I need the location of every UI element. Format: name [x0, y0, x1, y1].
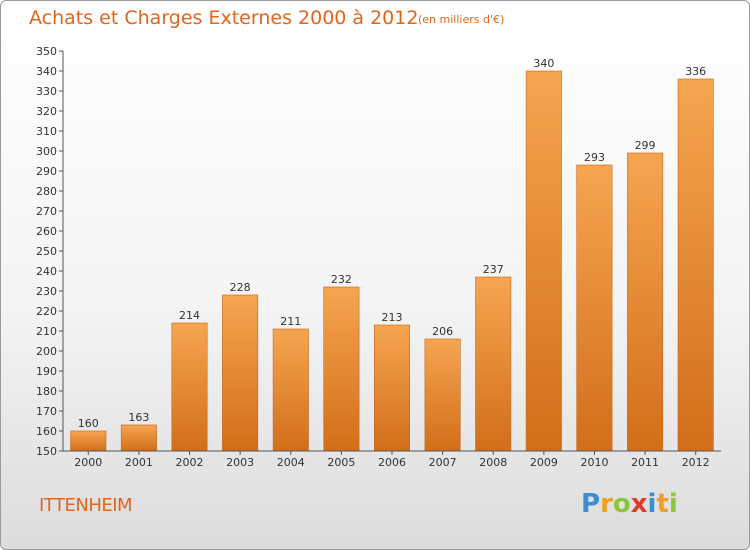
bar-2003 [222, 294, 259, 452]
y-tick-label: 340 [36, 65, 57, 78]
y-tick-label: 170 [36, 405, 57, 418]
chart-title: Achats et Charges Externes 2000 à 2012 [29, 7, 419, 29]
proxiti-logo: Proxiti [581, 489, 678, 519]
y-tick-label: 240 [36, 265, 57, 278]
bar-value-label: 213 [382, 311, 403, 324]
logo-letter: o [612, 489, 631, 519]
bar-value-label: 211 [280, 315, 301, 328]
bar-2002 [171, 322, 208, 452]
logo-letter: t [656, 489, 669, 519]
y-tick-label: 330 [36, 85, 57, 98]
y-tick-label: 180 [36, 385, 57, 398]
logo-letter: i [647, 489, 657, 519]
y-tick-label: 250 [36, 245, 57, 258]
x-tick-label: 2002 [176, 456, 204, 469]
x-tick-label: 2003 [226, 456, 254, 469]
y-tick-label: 200 [36, 345, 57, 358]
y-tick-label: 190 [36, 365, 57, 378]
bar-2004 [272, 328, 309, 452]
bar-value-label: 237 [483, 263, 504, 276]
logo-letter: x [630, 489, 648, 519]
bar-2000 [70, 430, 107, 452]
x-tick-label: 2008 [479, 456, 507, 469]
y-tick-label: 220 [36, 305, 57, 318]
bar-value-label: 232 [331, 273, 352, 286]
bar-value-label: 228 [230, 281, 251, 294]
bar-2010 [576, 164, 613, 452]
x-tick-label: 2005 [327, 456, 355, 469]
bar-value-label: 163 [128, 411, 149, 424]
x-tick-label: 2000 [74, 456, 102, 469]
x-tick-label: 2011 [631, 456, 659, 469]
y-tick-label: 160 [36, 425, 57, 438]
y-tick-label: 320 [36, 105, 57, 118]
bar-2009 [525, 70, 562, 452]
bar-value-label: 293 [584, 151, 605, 164]
bar-value-label: 299 [635, 139, 656, 152]
x-tick-label: 2009 [530, 456, 558, 469]
y-axis: 150 160 170 180 190 200 210 220 230 240 250 260 270 2… [36, 45, 64, 458]
bar-2008 [475, 276, 512, 452]
y-tick-label: 270 [36, 205, 57, 218]
bar-2005 [323, 286, 360, 452]
y-tick-label: 290 [36, 165, 57, 178]
bar-2012 [677, 78, 714, 452]
x-tick-label: 2006 [378, 456, 406, 469]
x-tick-label: 2007 [429, 456, 457, 469]
bar-value-label: 340 [533, 57, 554, 70]
y-tick-label: 260 [36, 225, 57, 238]
x-tick-label: 2010 [580, 456, 608, 469]
logo-letter: i [668, 489, 678, 519]
bar-value-label: 160 [78, 417, 99, 430]
bars: 160 163 214 228 211 232 213 206 237 340 293 299 336 [70, 57, 714, 452]
y-tick-label: 150 [36, 445, 57, 458]
y-tick-label: 300 [36, 145, 57, 158]
logo-letter: r [600, 489, 613, 519]
y-tick-label: 310 [36, 125, 57, 138]
y-tick-label: 210 [36, 325, 57, 338]
logo-letter: P [581, 489, 601, 519]
bar-value-label: 206 [432, 325, 453, 338]
y-tick-label: 280 [36, 185, 57, 198]
bar-2011 [627, 152, 664, 452]
y-tick-label: 230 [36, 285, 57, 298]
chart-subtitle: (en milliers d'€) [418, 13, 505, 26]
x-tick-label: 2004 [277, 456, 305, 469]
x-tick-label: 2012 [682, 456, 710, 469]
bar-2007 [424, 338, 461, 452]
bar-value-label: 336 [685, 65, 706, 78]
commune-name: ITTENHEIM [39, 495, 133, 516]
bar-2006 [373, 324, 410, 452]
x-axis: 2000 2001 2002 2003 2004 2005 2006 2007 2008 2009… [63, 450, 721, 469]
y-tick-label: 350 [36, 45, 57, 58]
bar-2001 [120, 424, 157, 452]
bar-value-label: 214 [179, 309, 200, 322]
x-tick-label: 2001 [125, 456, 153, 469]
